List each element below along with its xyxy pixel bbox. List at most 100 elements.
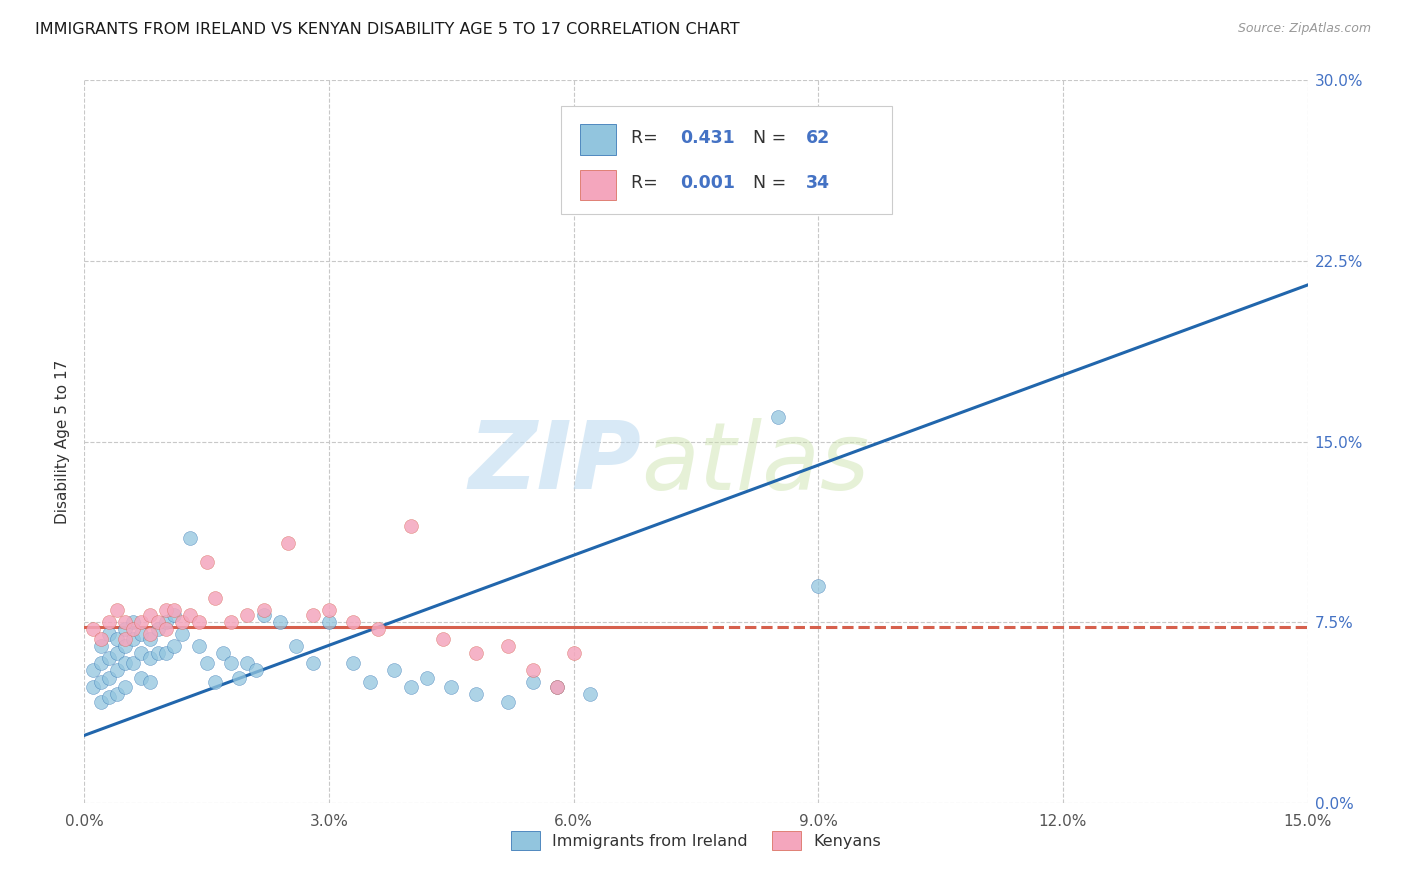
Point bbox=[97, 671, 120, 685]
Point bbox=[131, 615, 153, 630]
Point bbox=[97, 615, 120, 630]
Point bbox=[155, 615, 177, 630]
Point bbox=[253, 603, 276, 617]
Point bbox=[187, 639, 209, 653]
Point bbox=[285, 639, 308, 653]
Text: N =: N = bbox=[754, 174, 787, 192]
Point bbox=[97, 690, 120, 704]
Point bbox=[219, 615, 242, 630]
Point bbox=[228, 671, 250, 685]
Point bbox=[245, 664, 267, 678]
Text: 34: 34 bbox=[806, 174, 830, 192]
Text: N =: N = bbox=[754, 128, 787, 146]
Point bbox=[155, 647, 177, 661]
Point bbox=[236, 656, 259, 670]
Point bbox=[627, 145, 650, 160]
Point bbox=[122, 615, 145, 630]
Text: ZIP: ZIP bbox=[468, 417, 641, 509]
Point bbox=[90, 695, 112, 709]
Point bbox=[122, 632, 145, 646]
Point bbox=[464, 647, 486, 661]
Point bbox=[122, 623, 145, 637]
Point bbox=[562, 647, 585, 661]
Point bbox=[90, 656, 112, 670]
Point bbox=[105, 687, 128, 701]
Point bbox=[90, 632, 112, 646]
Point bbox=[163, 639, 186, 653]
Point bbox=[219, 656, 242, 670]
Point bbox=[97, 651, 120, 665]
Point bbox=[498, 639, 520, 653]
Text: 62: 62 bbox=[806, 128, 831, 146]
Bar bbox=[579, 124, 616, 154]
Point bbox=[766, 410, 789, 425]
Point bbox=[138, 675, 160, 690]
Point bbox=[204, 675, 226, 690]
Point bbox=[464, 687, 486, 701]
Point bbox=[114, 656, 136, 670]
Point bbox=[114, 615, 136, 630]
Point bbox=[498, 695, 520, 709]
Point bbox=[131, 627, 153, 641]
Point bbox=[82, 680, 104, 694]
Point bbox=[105, 632, 128, 646]
Point bbox=[172, 615, 194, 630]
Point bbox=[382, 664, 405, 678]
Legend: Immigrants from Ireland, Kenyans: Immigrants from Ireland, Kenyans bbox=[505, 825, 887, 856]
Y-axis label: Disability Age 5 to 17: Disability Age 5 to 17 bbox=[55, 359, 70, 524]
Point bbox=[342, 615, 364, 630]
Point bbox=[163, 607, 186, 622]
Point bbox=[90, 675, 112, 690]
Point bbox=[359, 675, 381, 690]
Point bbox=[105, 647, 128, 661]
Point bbox=[97, 627, 120, 641]
Point bbox=[114, 639, 136, 653]
Text: IMMIGRANTS FROM IRELAND VS KENYAN DISABILITY AGE 5 TO 17 CORRELATION CHART: IMMIGRANTS FROM IRELAND VS KENYAN DISABI… bbox=[35, 22, 740, 37]
Point bbox=[82, 664, 104, 678]
Point bbox=[179, 607, 201, 622]
Point bbox=[416, 671, 439, 685]
Point bbox=[105, 664, 128, 678]
Point bbox=[546, 680, 568, 694]
Point bbox=[236, 607, 259, 622]
Point bbox=[155, 603, 177, 617]
Point bbox=[138, 627, 160, 641]
Point bbox=[204, 591, 226, 605]
Point bbox=[367, 623, 389, 637]
Text: R=: R= bbox=[631, 174, 664, 192]
Text: 0.431: 0.431 bbox=[681, 128, 735, 146]
Point bbox=[253, 607, 276, 622]
Point bbox=[342, 656, 364, 670]
Point bbox=[172, 627, 194, 641]
Point bbox=[807, 579, 830, 593]
Point bbox=[146, 615, 169, 630]
Point bbox=[146, 623, 169, 637]
Point bbox=[269, 615, 291, 630]
Point bbox=[399, 680, 422, 694]
Point bbox=[195, 555, 218, 569]
Point bbox=[138, 651, 160, 665]
Point bbox=[122, 656, 145, 670]
Text: Source: ZipAtlas.com: Source: ZipAtlas.com bbox=[1237, 22, 1371, 36]
Point bbox=[212, 647, 235, 661]
Point bbox=[546, 680, 568, 694]
Text: atlas: atlas bbox=[641, 417, 869, 508]
Point bbox=[432, 632, 454, 646]
Point bbox=[318, 603, 340, 617]
Point bbox=[114, 680, 136, 694]
Point bbox=[399, 518, 422, 533]
Point bbox=[318, 615, 340, 630]
Point bbox=[82, 623, 104, 637]
Point bbox=[131, 647, 153, 661]
Point bbox=[163, 603, 186, 617]
Point bbox=[277, 535, 299, 549]
Point bbox=[522, 664, 544, 678]
Point bbox=[105, 603, 128, 617]
FancyBboxPatch shape bbox=[561, 105, 891, 214]
Point bbox=[131, 671, 153, 685]
Point bbox=[522, 675, 544, 690]
Point bbox=[440, 680, 463, 694]
Point bbox=[146, 647, 169, 661]
Point bbox=[301, 607, 323, 622]
Point bbox=[114, 632, 136, 646]
